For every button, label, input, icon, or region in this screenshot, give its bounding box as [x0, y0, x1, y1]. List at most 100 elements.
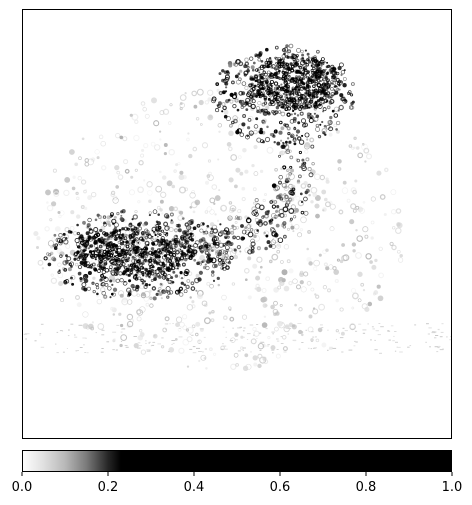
band-speck	[198, 342, 201, 344]
heat-speck	[260, 64, 264, 68]
band-speck	[431, 331, 435, 333]
heat-speck	[169, 103, 173, 107]
heat-speck	[379, 194, 386, 200]
heat-speck	[120, 239, 123, 243]
heat-speck	[106, 255, 111, 260]
heat-speck	[208, 246, 212, 250]
heat-speck	[99, 228, 103, 233]
band-speck	[362, 329, 367, 331]
heat-speck	[239, 69, 243, 73]
heat-speck	[391, 209, 397, 215]
heat-speck	[253, 144, 258, 150]
heat-speck	[96, 298, 102, 305]
heat-speck	[178, 258, 181, 261]
heat-speck	[191, 300, 195, 304]
heat-speck	[310, 287, 315, 292]
heat-speck	[304, 49, 307, 52]
band-speck	[56, 352, 59, 354]
heat-speck	[159, 248, 162, 251]
heat-speck	[257, 100, 262, 106]
heat-speck	[296, 114, 300, 117]
heat-speck	[289, 62, 293, 66]
band-speck	[329, 346, 333, 348]
heat-speck	[265, 63, 269, 67]
heat-speck	[272, 76, 275, 79]
band-speck	[276, 349, 279, 350]
heat-speck	[310, 94, 314, 98]
heat-speck	[158, 255, 161, 259]
heat-speck	[87, 217, 92, 223]
heat-speck	[57, 262, 62, 267]
heat-speck	[95, 282, 99, 287]
heat-speck	[128, 290, 132, 294]
heat-speck	[300, 118, 307, 124]
band-speck	[55, 343, 57, 345]
heat-speck	[340, 73, 343, 77]
heat-speck	[131, 255, 135, 259]
heat-speck	[110, 292, 114, 296]
heat-speck	[160, 345, 165, 349]
heat-speck	[169, 220, 174, 225]
heat-speck	[135, 227, 139, 230]
heat-speck	[76, 257, 81, 261]
heat-speck	[252, 263, 258, 269]
band-speck	[397, 346, 401, 348]
heat-speck	[310, 144, 315, 149]
heat-speck	[76, 231, 81, 236]
heat-speck	[160, 229, 165, 233]
heat-speck	[50, 201, 57, 207]
heat-speck	[361, 143, 368, 151]
heat-speck	[228, 63, 233, 68]
heat-speck	[122, 136, 128, 142]
heat-speck	[374, 258, 378, 263]
heat-speck	[176, 267, 180, 270]
heat-speck	[318, 303, 326, 311]
heat-speck	[287, 89, 290, 93]
heat-speck	[76, 196, 80, 201]
band-speck	[342, 327, 345, 329]
heat-speck	[207, 114, 214, 121]
band-speck	[429, 346, 431, 348]
heat-speck	[236, 244, 242, 250]
band-speck	[431, 332, 436, 334]
heat-speck	[171, 247, 176, 252]
heat-speck	[52, 168, 57, 173]
heat-speck	[245, 363, 252, 370]
heat-speck	[252, 209, 259, 215]
heat-speck	[246, 134, 249, 138]
heat-speck	[103, 262, 108, 266]
band-speck	[374, 349, 378, 351]
heat-speck	[242, 114, 247, 118]
heat-speck	[273, 200, 278, 204]
heat-speck	[92, 276, 96, 280]
heat-speck	[247, 256, 252, 261]
band-speck	[399, 351, 403, 353]
heat-speck	[99, 260, 103, 264]
heat-speck	[333, 106, 340, 112]
band-speck	[25, 333, 28, 335]
band-speck	[267, 344, 270, 346]
heat-speck	[328, 100, 333, 105]
heat-speck	[206, 224, 210, 228]
heat-speck	[269, 132, 274, 137]
heat-speck	[326, 71, 329, 74]
band-speck	[250, 351, 252, 353]
heat-speck	[47, 262, 52, 267]
heat-speck	[168, 121, 172, 125]
heat-speck	[36, 236, 41, 241]
heat-speck	[94, 218, 98, 222]
heat-speck	[215, 236, 219, 240]
heat-speck	[132, 275, 138, 280]
heat-speck	[153, 277, 157, 281]
heat-speck	[312, 89, 317, 93]
heat-speck	[65, 254, 68, 258]
band-speck	[70, 323, 74, 325]
heat-speck	[278, 76, 282, 81]
band-speck	[439, 349, 444, 351]
heat-speck	[251, 86, 256, 92]
heat-speck	[219, 223, 222, 226]
heat-speck	[46, 201, 49, 204]
heat-speck	[97, 269, 101, 273]
band-speck	[232, 327, 234, 329]
heat-speck	[286, 64, 290, 68]
